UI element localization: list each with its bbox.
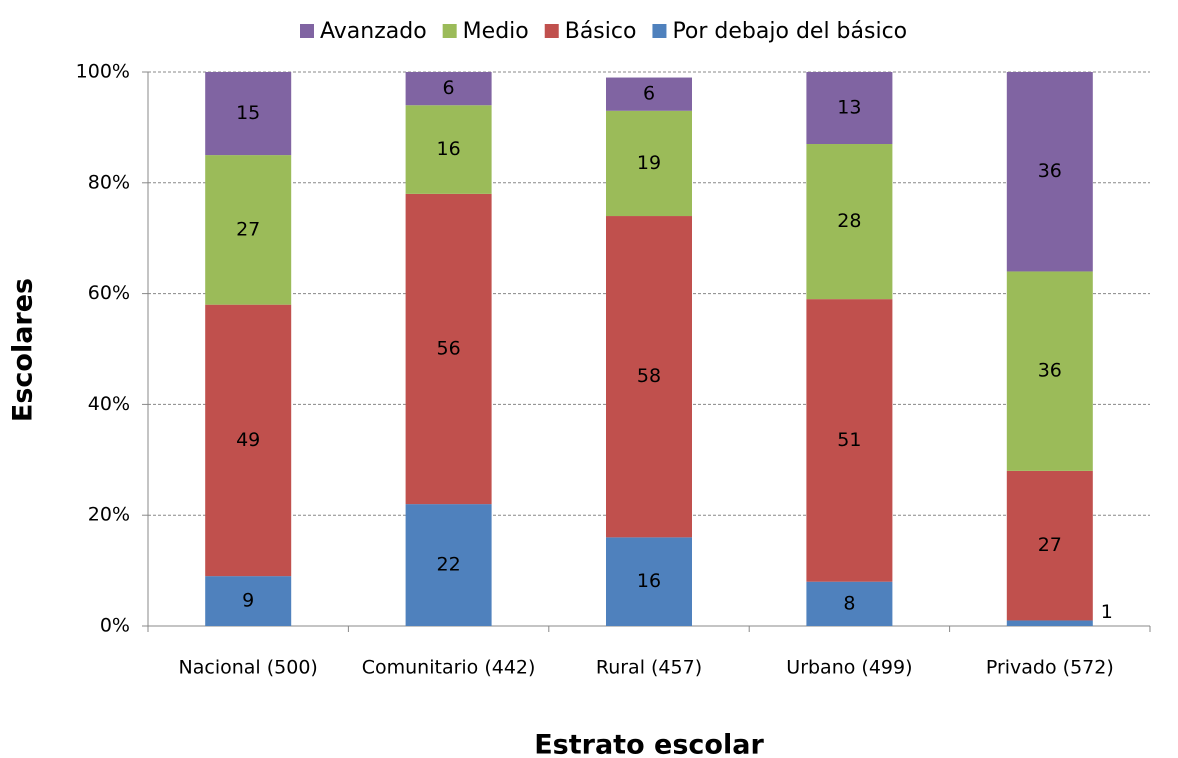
y-axis-title: Escolares xyxy=(8,278,39,422)
legend-label: Medio xyxy=(463,19,529,44)
y-tick-label: 60% xyxy=(88,282,130,304)
data-label: 49 xyxy=(236,429,260,451)
legend-label: Por debajo del básico xyxy=(672,19,907,44)
data-label: 27 xyxy=(236,218,260,240)
x-axis-title: Estrato escolar xyxy=(534,730,764,758)
bar-segment xyxy=(205,155,292,305)
bar-segment xyxy=(405,72,492,106)
y-tick-label: 40% xyxy=(88,393,130,415)
bar-segment xyxy=(806,299,893,582)
data-label: 36 xyxy=(1038,160,1062,182)
data-label: 36 xyxy=(1038,360,1062,382)
bar-segment xyxy=(1006,271,1093,471)
y-tick-label: 0% xyxy=(100,615,130,637)
legend-swatch xyxy=(652,24,667,38)
data-label: 22 xyxy=(437,554,461,576)
legend-swatch xyxy=(300,24,314,38)
bar-segment xyxy=(1006,470,1093,621)
data-label: 56 xyxy=(437,338,461,360)
x-tick-label: Nacional (500) xyxy=(179,657,318,679)
bar-segment xyxy=(806,144,893,300)
bar-segment xyxy=(806,72,893,145)
legend-swatch xyxy=(442,24,457,38)
bar-segment xyxy=(405,504,492,626)
bar-segment xyxy=(1006,72,1093,272)
x-tick-label: Comunitario (442) xyxy=(362,657,536,679)
data-label: 8 xyxy=(843,592,855,614)
data-label: 16 xyxy=(637,570,661,592)
data-label: 15 xyxy=(236,102,260,124)
data-label: 1 xyxy=(1101,601,1113,623)
bar-segment xyxy=(606,110,692,217)
bar-segment xyxy=(205,576,292,626)
legend-label: Avanzado xyxy=(320,19,427,44)
y-tick-label: 100% xyxy=(76,61,130,83)
legend-label: Básico xyxy=(565,19,637,44)
data-label: 51 xyxy=(837,429,861,451)
data-label: 9 xyxy=(242,590,254,612)
data-label: 19 xyxy=(637,152,661,174)
bar-segment xyxy=(205,304,292,577)
data-label: 58 xyxy=(637,365,661,387)
bar-segment xyxy=(606,77,692,111)
bar-segment xyxy=(606,537,692,626)
y-tick-label: 20% xyxy=(88,504,130,526)
legend-swatch xyxy=(544,24,559,38)
y-tick-label: 80% xyxy=(88,171,130,193)
bar-segment xyxy=(405,193,492,505)
data-label: 13 xyxy=(837,97,861,119)
data-label: 16 xyxy=(437,138,461,160)
data-label: 6 xyxy=(643,83,655,105)
x-tick-label: Rural (457) xyxy=(596,657,702,679)
data-label: 28 xyxy=(837,210,861,232)
bar-segment xyxy=(405,105,492,194)
data-label: 27 xyxy=(1038,534,1062,556)
data-label: 6 xyxy=(443,77,455,99)
bar-segment xyxy=(606,216,692,538)
bar-segment xyxy=(1006,620,1093,626)
bar-segment xyxy=(205,72,292,156)
x-tick-label: Urbano (499) xyxy=(786,657,912,679)
bar-segment xyxy=(806,581,893,626)
x-tick-label: Privado (572) xyxy=(986,657,1114,679)
